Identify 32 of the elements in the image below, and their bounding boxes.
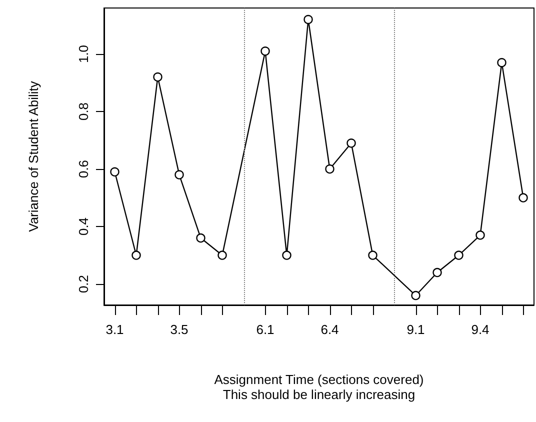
x-tick-label: 3.1 — [106, 322, 124, 337]
y-tick-label: 0.2 — [76, 274, 91, 294]
point — [132, 250, 141, 260]
point — [218, 250, 227, 260]
x-tick-label: 9.1 — [406, 322, 425, 337]
y-axis-title: Variance of Student Ability — [26, 80, 41, 232]
point — [476, 230, 485, 240]
point — [411, 290, 420, 300]
point — [282, 250, 292, 260]
y-tick-label: 0.8 — [76, 102, 91, 121]
point — [153, 72, 162, 82]
point — [432, 268, 442, 278]
x-axis-title: Assignment Time (sections covered) — [214, 372, 424, 387]
point — [304, 14, 313, 24]
y-tick-label: 0.4 — [76, 217, 91, 236]
x-tick-label: 3.5 — [170, 322, 188, 337]
point — [196, 233, 206, 243]
point — [174, 170, 184, 180]
point — [325, 164, 334, 174]
point — [110, 167, 120, 176]
y-tick-label: 1.0 — [76, 44, 91, 64]
y-tick-label: 0.6 — [76, 160, 91, 178]
point — [518, 193, 528, 202]
point — [260, 46, 270, 56]
x-tick-label: 6.4 — [320, 322, 339, 337]
point — [497, 58, 506, 68]
x-tick-label: 9.4 — [471, 322, 490, 337]
point — [368, 250, 378, 260]
point — [454, 250, 464, 260]
point — [346, 138, 356, 148]
text: This should be linearly increasing — [222, 387, 416, 402]
x-tick-label: 6.1 — [256, 322, 274, 337]
